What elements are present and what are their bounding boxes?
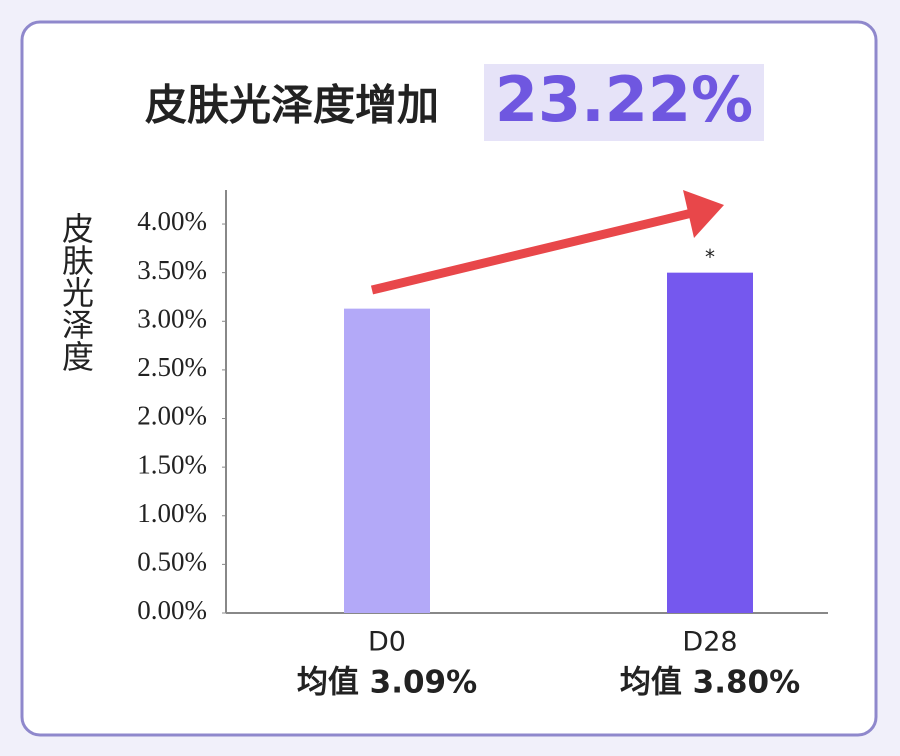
y-axis-label: 皮肤光泽度 (57, 212, 95, 372)
highlight-value: 23.22% (495, 63, 753, 136)
y-tick-label: 0.50% (137, 547, 207, 577)
significance-mark: * (705, 245, 715, 269)
y-tick-label: 1.50% (137, 449, 207, 479)
y-tick-label: 0.00% (137, 595, 207, 625)
y-tick-label: 4.00% (137, 206, 207, 236)
trend-arrow (370, 208, 694, 295)
y-tick-label: 3.50% (137, 255, 207, 285)
highlight-box (484, 64, 764, 141)
chart-title: 皮肤光泽度增加 (145, 81, 439, 130)
bar (344, 308, 430, 613)
y-tick-label: 3.00% (137, 303, 207, 333)
x-tick-label: D0 (368, 627, 406, 658)
y-tick-label: 2.00% (137, 401, 207, 431)
mean-label: 均值 3.80% (620, 665, 800, 701)
card (20, 20, 878, 737)
mean-label: 均值 3.09% (297, 665, 477, 701)
x-tick-label: D28 (682, 627, 737, 658)
y-tick-label: 1.00% (137, 498, 207, 528)
trend-arrow-head (683, 190, 724, 238)
y-tick-label: 2.50% (137, 352, 207, 382)
bar (667, 272, 753, 613)
